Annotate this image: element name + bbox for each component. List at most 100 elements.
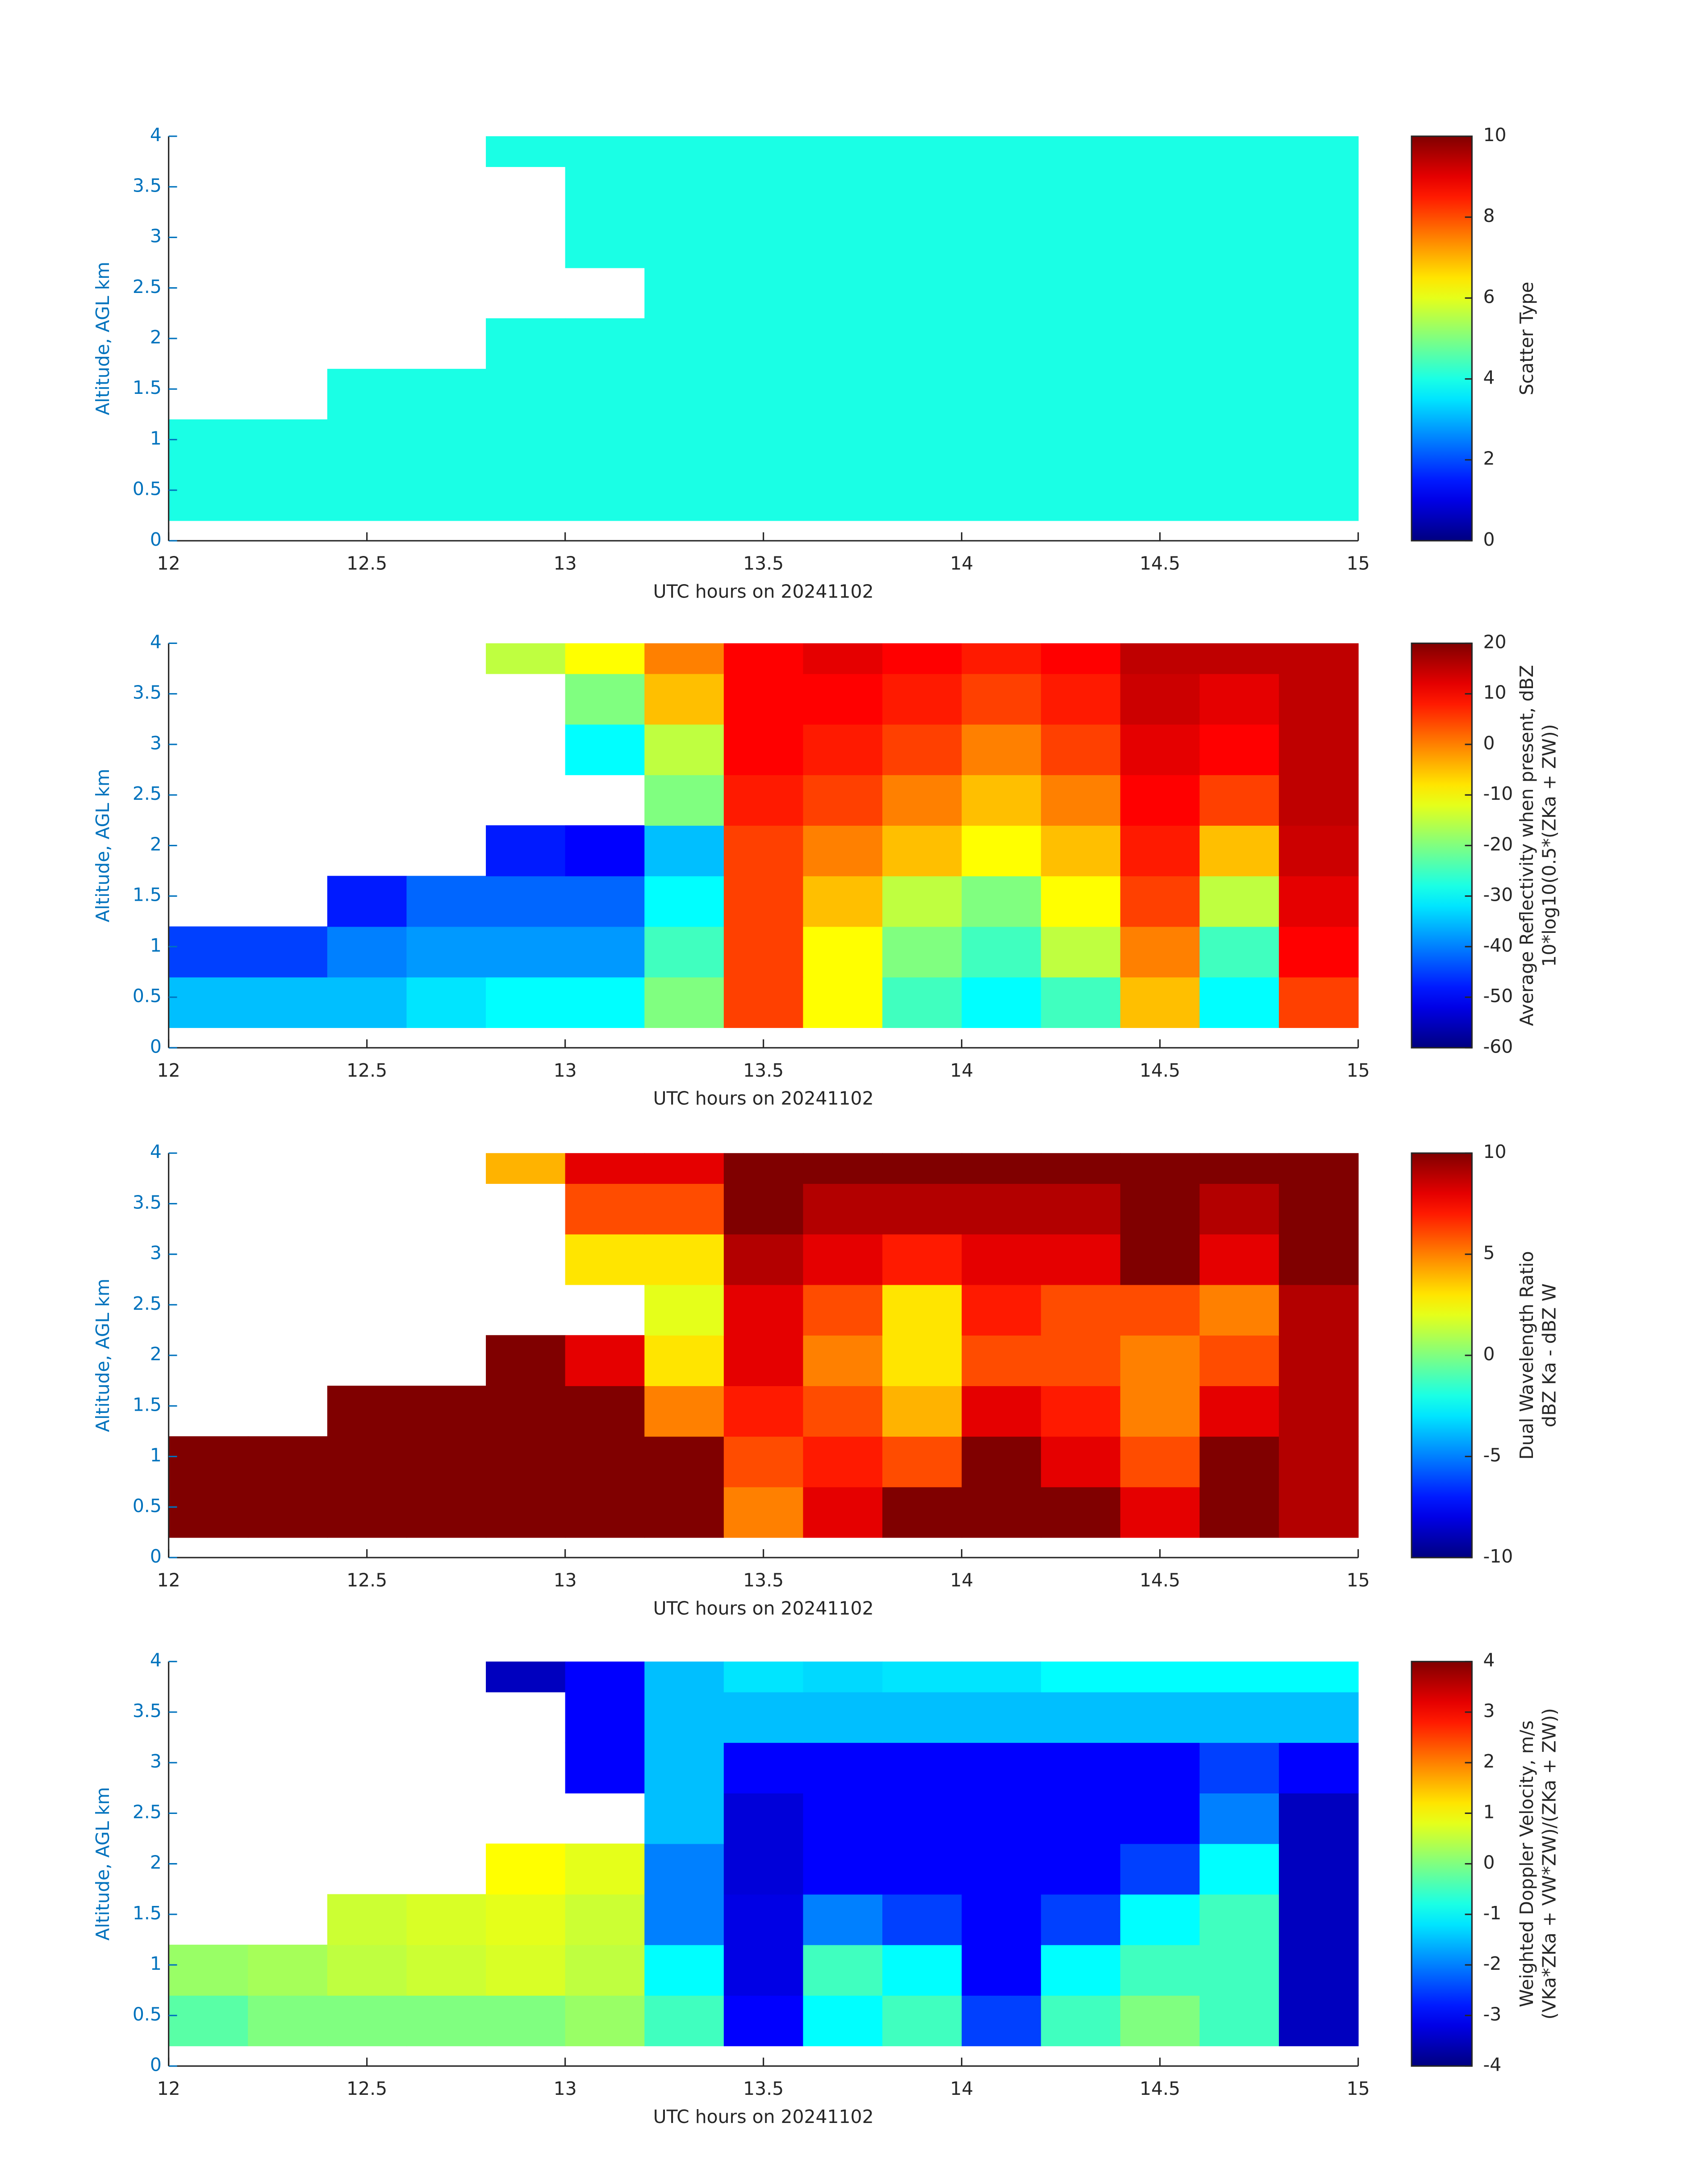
heatmap-cell: [882, 470, 962, 521]
heatmap-cell: [1041, 724, 1121, 775]
heatmap-cell: [565, 1995, 645, 2047]
heatmap-cell: [961, 1386, 1042, 1437]
heatmap-cell: [1041, 1944, 1121, 1996]
heatmap-cell: [1120, 774, 1200, 826]
colorbar-tick-label: -5: [1483, 1445, 1502, 1466]
heatmap-cell: [1199, 1436, 1279, 1488]
heatmap-cell: [1041, 470, 1121, 521]
colorbar-label: Dual Wavelength Ratio: [1516, 1251, 1537, 1459]
heatmap-cell: [961, 136, 1042, 167]
heatmap-cell: [565, 977, 645, 1028]
heatmap-cell: [1199, 167, 1279, 218]
heatmap-cell: [882, 774, 962, 826]
heatmap-cell: [882, 217, 962, 268]
y-tick-label: 3: [150, 226, 162, 247]
heatmap-cell: [1279, 926, 1359, 978]
heatmap-cell: [723, 1894, 804, 1945]
heatmap-cell: [565, 1894, 645, 1945]
heatmap-cell: [644, 1742, 724, 1794]
heatmap-cell: [803, 1894, 883, 1945]
heatmap-cell: [1279, 419, 1359, 471]
heatmap-cell: [1199, 318, 1279, 369]
x-tick-label: 13.5: [743, 2078, 784, 2099]
colorbar-tick-label: 4: [1483, 367, 1495, 389]
heatmap-cell: [882, 643, 962, 674]
heatmap-cell: [168, 977, 249, 1028]
heatmap-cell: [486, 1843, 566, 1895]
heatmap-cell: [1199, 1661, 1279, 1692]
y-tick-label: 3: [150, 1751, 162, 1772]
heatmap-cell: [961, 368, 1042, 420]
x-tick-label: 14.5: [1140, 2078, 1180, 2099]
heatmap-cell: [644, 1661, 724, 1692]
heatmap-cell: [882, 1944, 962, 1996]
heatmap-cell: [644, 1183, 724, 1235]
heatmap-cell: [961, 1843, 1042, 1895]
y-tick-label: 4: [150, 631, 162, 652]
heatmap-cell: [565, 419, 645, 471]
heatmap-cell: [803, 673, 883, 725]
heatmap-cell: [961, 1692, 1042, 1743]
heatmap-cell: [1120, 673, 1200, 725]
y-tick-label: 1: [150, 427, 162, 449]
x-tick-label: 15: [1347, 2078, 1370, 2099]
heatmap-cell: [723, 1692, 804, 1743]
colorbar-tick-label: -50: [1483, 985, 1513, 1007]
heatmap-cell: [1120, 876, 1200, 927]
heatmap-cell: [1041, 1234, 1121, 1285]
heatmap-cell: [1120, 318, 1200, 369]
heatmap-cell: [1279, 167, 1359, 218]
heatmap-cell: [1041, 673, 1121, 725]
heatmap-cell: [1041, 1661, 1121, 1692]
heatmap-cell: [961, 1894, 1042, 1945]
heatmap-cell: [723, 167, 804, 218]
heatmap-cell: [644, 318, 724, 369]
x-tick-label: 12.5: [347, 552, 387, 574]
heatmap-cell: [803, 1436, 883, 1488]
heatmap-cell: [1279, 643, 1359, 674]
heatmap-cell: [723, 1386, 804, 1437]
x-tick-label: 14.5: [1140, 552, 1180, 574]
colorbar-tick-label: -2: [1483, 1953, 1502, 1974]
y-tick-label: 1: [150, 935, 162, 956]
heatmap-cell: [1279, 1436, 1359, 1488]
heatmap-cell: [565, 724, 645, 775]
heatmap-cell: [961, 977, 1042, 1028]
heatmap-cell: [565, 1944, 645, 1996]
x-tick-label: 15: [1347, 1569, 1370, 1591]
colorbar-tick-label: -20: [1483, 833, 1513, 855]
heatmap-cell: [644, 1995, 724, 2047]
colorbar-tick-label: 2: [1483, 448, 1495, 469]
x-tick-label: 13.5: [743, 552, 784, 574]
y-tick-label: 0: [150, 529, 162, 550]
heatmap-cell: [1041, 368, 1121, 420]
heatmap-cell: [406, 1487, 486, 1538]
x-tick-label: 12: [157, 552, 180, 574]
heatmap-cell: [803, 368, 883, 420]
heatmap-cell: [565, 1843, 645, 1895]
heatmap-cell: [882, 1335, 962, 1386]
heatmap-cell: [486, 1944, 566, 1996]
heatmap-cell: [882, 876, 962, 927]
x-tick-label: 14: [950, 1060, 973, 1081]
colorbar-tick-label: 8: [1483, 205, 1495, 226]
heatmap-cell: [882, 1183, 962, 1235]
heatmap-cell: [723, 1995, 804, 2047]
heatmap-cell: [803, 470, 883, 521]
heatmap-cell: [565, 1335, 645, 1386]
heatmap-cell: [1120, 1335, 1200, 1386]
heatmap-cell: [486, 825, 566, 877]
heatmap-cell: [882, 1995, 962, 2047]
x-tick-label: 12.5: [347, 1060, 387, 1081]
colorbar-tick-label: 0: [1483, 1852, 1495, 1873]
heatmap-cell: [882, 673, 962, 725]
colorbar-tick-label: 4: [1483, 1650, 1495, 1671]
heatmap-cell: [1279, 1843, 1359, 1895]
heatmap-cell: [961, 774, 1042, 826]
colorbar: [1411, 642, 1473, 1049]
heatmap-cell: [961, 1436, 1042, 1488]
colorbar-tick-label: 1: [1483, 1801, 1495, 1822]
heatmap-cell: [1279, 1183, 1359, 1235]
heatmap-cell: [723, 1153, 804, 1184]
heatmap-cell: [723, 724, 804, 775]
